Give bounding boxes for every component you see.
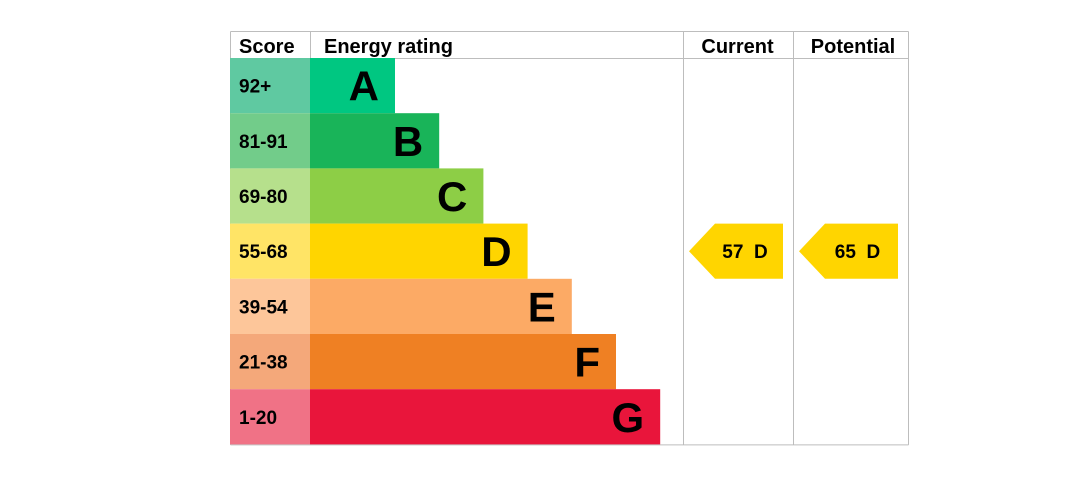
rating-arrows: 57 D 65 D — [689, 223, 898, 279]
band-letter-g: G — [612, 394, 645, 441]
band-letter-d: D — [481, 228, 511, 275]
band-bar-b — [310, 113, 440, 169]
score-range-b: 81-91 — [239, 132, 288, 153]
score-range-d: 55-68 — [239, 242, 288, 263]
band-bar-a — [310, 58, 395, 114]
current-rating-label: 57 D — [722, 242, 767, 263]
score-range-e: 39-54 — [239, 297, 288, 318]
potential-rating-label: 65 D — [835, 242, 880, 263]
band-bar-c — [310, 168, 484, 224]
score-cell-a — [230, 58, 310, 114]
header-potential: Potential — [811, 36, 895, 58]
score-range-f: 21-38 — [239, 353, 288, 374]
header-energy-rating: Energy rating — [324, 36, 453, 58]
band-bar-g — [310, 389, 661, 445]
score-range-a: 92+ — [239, 77, 271, 98]
score-cell-f — [230, 334, 310, 390]
score-cell-e — [230, 278, 310, 334]
score-range-c: 69-80 — [239, 187, 288, 208]
band-letter-f: F — [574, 339, 600, 386]
score-cell-c — [230, 168, 310, 224]
header-current: Current — [701, 36, 774, 58]
band-letter-a: A — [349, 63, 379, 110]
band-bar-e — [310, 278, 572, 334]
band-bar-d — [310, 223, 528, 279]
rating-bands: 92+ A 81-91 B 69-80 C 55-68 D 39-54 E 21-38 F 1-20 G — [230, 58, 661, 445]
header-score: Score — [239, 36, 295, 58]
band-letter-e: E — [528, 283, 556, 330]
score-cell-d — [230, 223, 310, 279]
current-arrow — [689, 223, 783, 279]
potential-arrow — [799, 223, 898, 279]
band-letter-b: B — [393, 118, 423, 165]
score-range-g: 1-20 — [239, 408, 277, 429]
score-cell-b — [230, 113, 310, 169]
score-cell-g — [230, 389, 310, 445]
band-bar-f — [310, 334, 616, 390]
band-letter-c: C — [437, 173, 467, 220]
